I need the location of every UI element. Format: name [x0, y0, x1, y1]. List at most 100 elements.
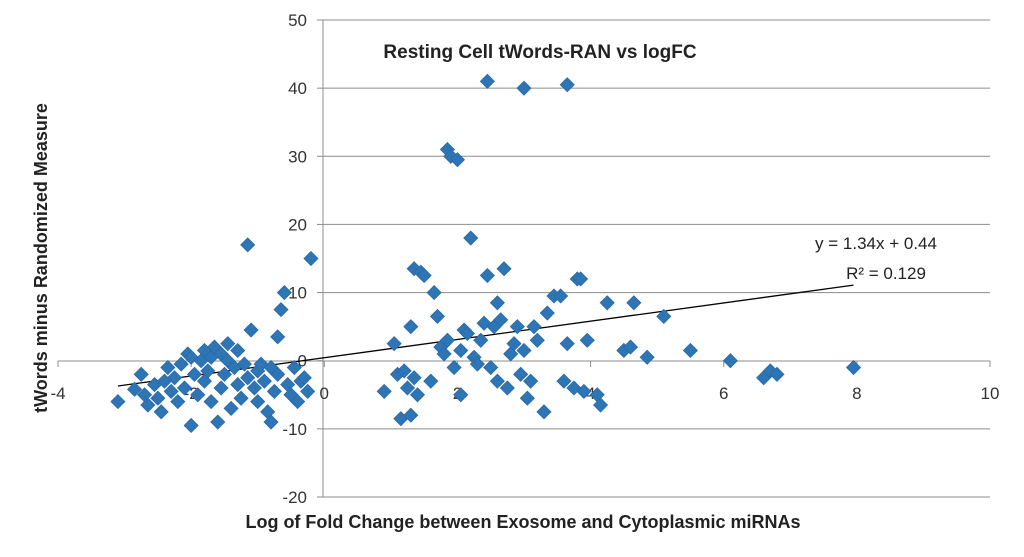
- y-tick-label: 20: [288, 215, 307, 234]
- y-tick-label: 10: [288, 284, 307, 303]
- data-point: [429, 308, 446, 324]
- x-tick-label: -4: [50, 384, 65, 403]
- y-tick-label: 30: [288, 147, 307, 166]
- data-point: [213, 380, 229, 396]
- data-point: [845, 359, 862, 376]
- data-point: [170, 394, 186, 410]
- data-point: [529, 332, 545, 348]
- data-points: [110, 73, 862, 434]
- data-point: [479, 73, 495, 89]
- data-point: [523, 373, 539, 389]
- data-point: [553, 288, 569, 304]
- data-point: [286, 359, 302, 376]
- data-point: [559, 336, 575, 352]
- x-tick-label: 0: [320, 384, 329, 403]
- x-tick-label: 4: [586, 384, 595, 403]
- data-point: [639, 349, 655, 365]
- data-point: [409, 387, 426, 403]
- data-point: [163, 383, 179, 399]
- data-point: [439, 332, 456, 348]
- data-point: [236, 356, 252, 372]
- data-point: [233, 390, 249, 406]
- data-point: [576, 383, 592, 399]
- data-point: [539, 305, 555, 321]
- data-point: [473, 332, 489, 348]
- data-point: [223, 400, 239, 416]
- data-point: [406, 370, 422, 386]
- data-point: [270, 329, 286, 345]
- data-point: [263, 414, 279, 430]
- y-axis-title: tWords minus Randomized Measure: [31, 103, 51, 413]
- data-point: [376, 383, 392, 399]
- data-point: [622, 339, 639, 355]
- data-point: [516, 342, 532, 359]
- data-point: [446, 359, 462, 376]
- x-tick-label: 10: [981, 384, 1000, 403]
- data-point: [110, 394, 126, 410]
- data-point: [469, 356, 485, 372]
- data-point: [599, 295, 615, 311]
- data-point: [216, 366, 232, 382]
- gridlines: [323, 19, 990, 498]
- data-point: [133, 366, 149, 382]
- data-point: [190, 387, 206, 403]
- data-point: [203, 394, 219, 410]
- y-tick-label: 50: [288, 11, 307, 30]
- data-point: [453, 387, 469, 403]
- data-point: [416, 267, 432, 284]
- data-point: [186, 366, 203, 382]
- data-point: [140, 397, 156, 413]
- data-point: [256, 373, 272, 389]
- data-point: [386, 336, 402, 352]
- data-point: [769, 366, 785, 382]
- data-point: [423, 373, 439, 389]
- data-point: [656, 308, 672, 324]
- data-point: [250, 394, 266, 410]
- data-point: [722, 353, 738, 369]
- data-point: [403, 319, 419, 335]
- data-point: [516, 80, 532, 96]
- data-point: [160, 359, 176, 376]
- data-point: [459, 325, 475, 342]
- data-point: [276, 285, 292, 301]
- data-point: [296, 370, 312, 386]
- data-point: [449, 152, 465, 168]
- trendline: [117, 284, 854, 387]
- data-point: [230, 376, 246, 393]
- y-tick-label: -20: [282, 488, 307, 507]
- trendline-r-squared: R² = 0.129: [846, 264, 926, 283]
- data-point: [246, 380, 262, 396]
- data-point: [682, 342, 698, 359]
- data-point: [183, 417, 199, 434]
- data-point: [483, 359, 499, 376]
- data-point: [176, 380, 193, 396]
- data-point: [559, 77, 575, 93]
- data-point: [126, 381, 143, 397]
- data-point: [573, 271, 589, 287]
- trendline-layer: [117, 284, 854, 387]
- y-tick-label: -10: [282, 420, 307, 439]
- data-point: [173, 356, 189, 372]
- data-point: [499, 380, 515, 396]
- data-point: [592, 397, 609, 413]
- data-point: [399, 380, 416, 396]
- data-point: [489, 373, 505, 389]
- data-point: [479, 267, 495, 284]
- data-point: [153, 404, 169, 420]
- data-point: [426, 285, 442, 301]
- data-point: [509, 319, 525, 335]
- data-point: [210, 414, 226, 430]
- data-point: [396, 363, 412, 379]
- data-point: [436, 346, 452, 362]
- data-point: [503, 346, 519, 362]
- data-point: [536, 404, 552, 420]
- data-point: [403, 407, 419, 423]
- data-point: [243, 322, 259, 338]
- data-point: [300, 383, 316, 399]
- data-point: [150, 390, 166, 406]
- data-point: [489, 295, 505, 311]
- data-point: [270, 366, 286, 382]
- x-tick-label: 6: [719, 384, 728, 403]
- data-point: [496, 261, 512, 277]
